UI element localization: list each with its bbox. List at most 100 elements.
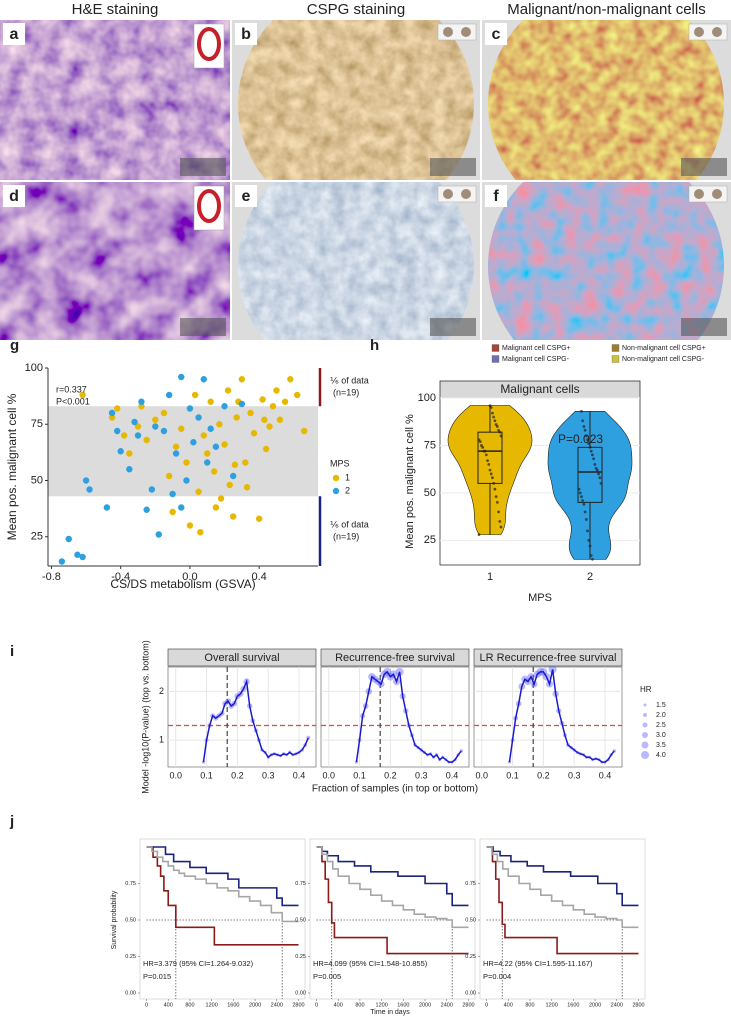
point xyxy=(221,441,228,448)
bracket-n: (n=19) xyxy=(333,388,359,398)
survival-curve xyxy=(316,846,469,955)
point xyxy=(212,504,220,511)
point xyxy=(197,529,204,536)
y-tick-label: 75 xyxy=(31,418,43,430)
x-tick-label: 0.3 xyxy=(262,770,275,780)
tissue-core xyxy=(238,20,474,180)
point xyxy=(186,522,194,529)
y-tick-label: 0.75 xyxy=(465,881,476,887)
point xyxy=(103,504,111,511)
survival-curve xyxy=(146,846,299,946)
survival-curve xyxy=(316,846,469,907)
point xyxy=(480,444,483,447)
x-tick-label: 1200 xyxy=(546,1002,558,1008)
x-tick-label: 0.2 xyxy=(537,770,550,780)
line xyxy=(202,678,309,763)
point xyxy=(587,442,591,445)
panel-label: j xyxy=(9,813,14,830)
x-tick-label: 400 xyxy=(164,1002,173,1008)
bracket-label: ⅙ of data xyxy=(330,376,369,386)
point xyxy=(597,472,600,476)
x-tick-label: 0 xyxy=(315,1002,318,1008)
x-tick-label: 400 xyxy=(504,1002,513,1008)
panel-label-box xyxy=(3,23,25,45)
point xyxy=(300,427,308,435)
point xyxy=(221,403,228,410)
point xyxy=(281,398,289,405)
point xyxy=(489,472,493,476)
point xyxy=(226,481,233,489)
point xyxy=(114,405,121,412)
x-tick-label: 2800 xyxy=(292,1002,304,1008)
y-axis-label: Mean pos. malignant cell % xyxy=(404,414,416,549)
point xyxy=(231,461,239,468)
point xyxy=(152,416,159,423)
legend-label: 2 xyxy=(345,485,350,495)
point xyxy=(195,488,202,495)
point xyxy=(207,425,214,432)
inset-core xyxy=(443,189,453,199)
point xyxy=(178,504,185,511)
point xyxy=(491,476,494,480)
tissue-core xyxy=(488,20,724,180)
point xyxy=(86,486,93,493)
strip xyxy=(320,648,470,667)
strip-title: Overall survival xyxy=(204,652,279,664)
survival-curve xyxy=(486,846,639,955)
y-tick-label: 0.50 xyxy=(295,917,306,923)
point xyxy=(82,477,90,484)
point xyxy=(255,515,263,522)
scale-box xyxy=(430,158,476,176)
p-text: P=0.004 xyxy=(483,972,511,981)
point xyxy=(486,459,489,463)
x-tick-label: 1200 xyxy=(206,1002,218,1008)
point xyxy=(58,558,66,565)
panel-label: g xyxy=(10,337,19,354)
y-axis-label: Model -log10(P-value) (top vs. bottom) xyxy=(140,640,150,794)
scale-box xyxy=(180,158,226,176)
legend-swatch xyxy=(491,355,500,363)
point xyxy=(577,487,581,491)
point xyxy=(224,387,232,394)
legend-marker xyxy=(332,487,340,495)
y-tick-label: 75 xyxy=(424,439,436,451)
legend-label: Non-malignant cell CSPG+ xyxy=(622,345,706,352)
legend-label: 2.0 xyxy=(656,712,666,719)
point xyxy=(160,427,168,435)
point xyxy=(79,553,86,561)
x-tick-label: 2 xyxy=(587,571,593,583)
tissue-image xyxy=(0,182,230,340)
legend-label: 1.5 xyxy=(656,702,666,709)
point xyxy=(584,434,588,438)
x-tick-label: 1 xyxy=(487,571,493,583)
x-axis-label: MPS xyxy=(528,592,552,604)
point xyxy=(493,419,497,423)
survival-curve xyxy=(486,846,639,929)
legend-label: 2.5 xyxy=(656,722,666,729)
point xyxy=(165,472,173,480)
legend-marker xyxy=(643,703,647,707)
p-text: P=0.005 xyxy=(313,972,341,981)
survival-curve xyxy=(316,846,469,929)
point xyxy=(262,445,270,453)
x-axis-label: CS/DS metabolism (GSVA) xyxy=(110,577,255,591)
point xyxy=(238,376,246,383)
x-tick-label: -0.8 xyxy=(42,571,61,583)
inset-core xyxy=(712,189,722,199)
x-tick-label: 800 xyxy=(355,1002,364,1008)
legend-label: Malignant cell CSPG+ xyxy=(502,345,571,352)
box xyxy=(477,431,503,484)
y-tick-label: 2 xyxy=(159,686,164,696)
x-tick-label: 2800 xyxy=(462,1002,474,1008)
panel-label-box xyxy=(485,23,507,45)
legend-marker xyxy=(332,474,340,482)
p-text: P=0.015 xyxy=(143,972,171,981)
point xyxy=(581,499,585,502)
point xyxy=(143,506,150,513)
point xyxy=(108,409,116,417)
point xyxy=(134,423,142,430)
point xyxy=(494,495,498,499)
point xyxy=(259,396,266,403)
column-header: Malignant/non-malignant cells xyxy=(507,1,705,18)
legend-marker xyxy=(641,741,649,749)
